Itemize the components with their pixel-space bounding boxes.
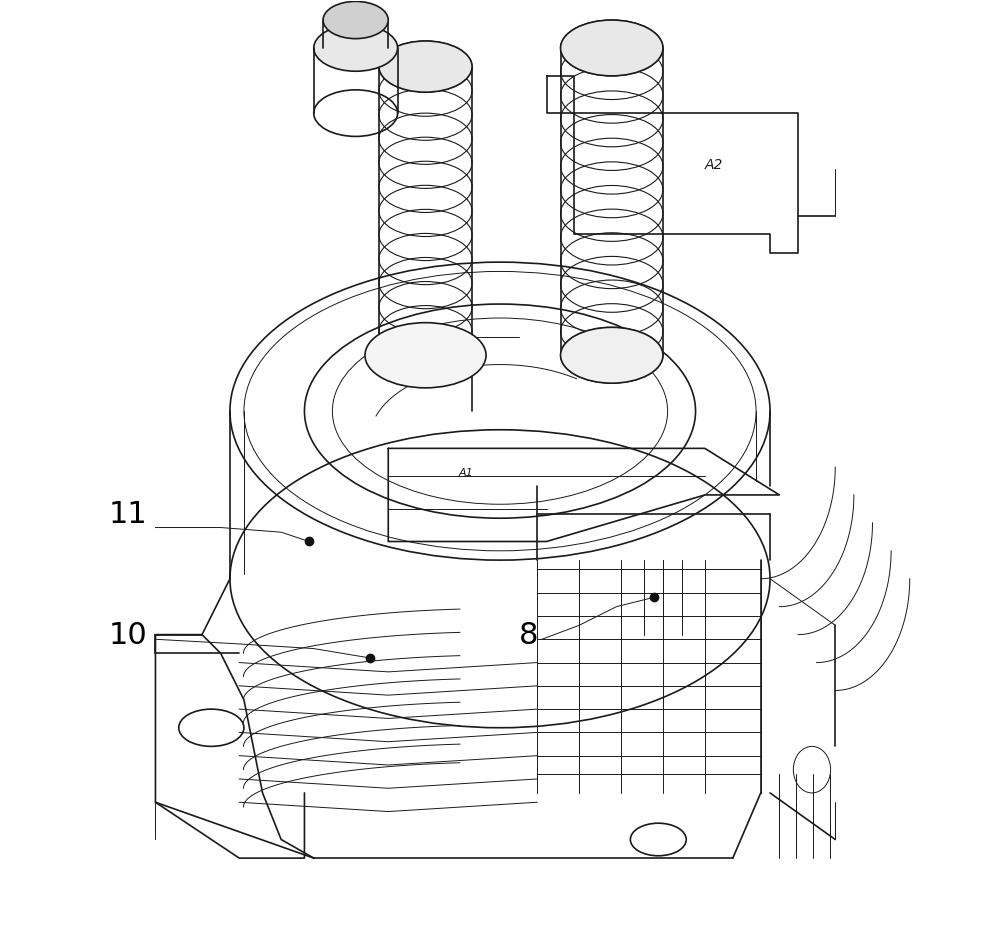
Text: 11: 11 (109, 500, 148, 529)
Ellipse shape (323, 1, 388, 38)
Ellipse shape (314, 24, 398, 71)
Ellipse shape (561, 20, 663, 76)
Ellipse shape (365, 322, 486, 388)
Text: A2: A2 (705, 158, 723, 172)
Ellipse shape (561, 327, 663, 383)
Text: 10: 10 (109, 621, 148, 650)
Ellipse shape (379, 41, 472, 92)
Text: A1: A1 (458, 468, 473, 478)
Text: 8: 8 (519, 621, 538, 650)
